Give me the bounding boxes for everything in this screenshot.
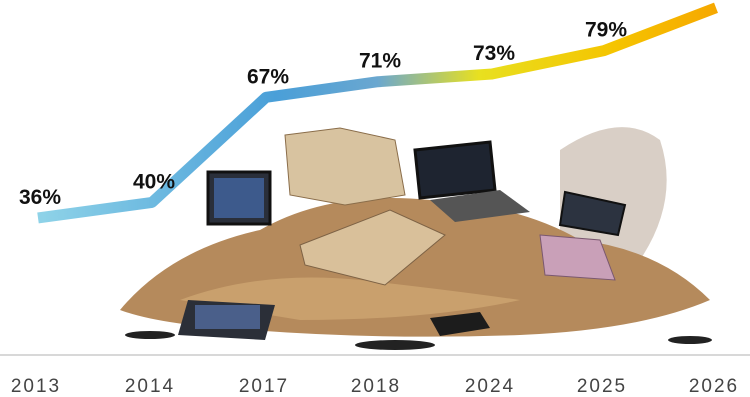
trash-pile-illustration: [120, 127, 712, 350]
x-tick-label: 2024: [465, 376, 515, 397]
value-label: 71%: [359, 50, 401, 73]
value-label: 67%: [247, 65, 289, 88]
value-label: 36%: [19, 186, 61, 209]
x-tick-label: 2018: [351, 376, 401, 397]
value-label: 40%: [133, 170, 175, 193]
x-tick-label: 2013: [11, 376, 61, 397]
value-label: 79%: [585, 19, 627, 42]
x-tick-label: 2025: [577, 376, 627, 397]
value-label: 73%: [473, 42, 515, 65]
trend-line: [37, 2, 718, 224]
x-tick-label: 2017: [239, 376, 289, 397]
x-tick-label: 2014: [125, 376, 175, 397]
x-tick-label: 2026: [689, 376, 739, 397]
